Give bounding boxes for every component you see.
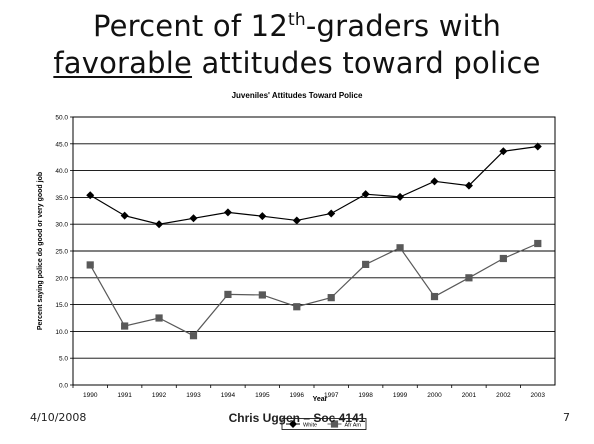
y-tick-label: 40.0 [55,168,68,175]
x-tick-label: 2001 [462,392,477,399]
plot-area-frame [72,116,556,386]
x-tick-label: 1992 [152,392,167,399]
data-point [86,191,95,200]
y-tick-label: 35.0 [55,195,68,202]
data-point [396,192,405,201]
data-point [465,274,473,282]
legend-label: Afr Am [345,423,362,429]
x-tick-label: 1993 [186,392,201,399]
data-point [86,261,94,269]
legend-item: Afr Am [327,420,362,429]
grid-lines [70,116,555,388]
data-point [155,220,164,229]
y-tick-label: 10.0 [55,329,68,336]
data-point [327,294,335,302]
slide-title-line-1: Percent of 12th-graders with [0,12,594,41]
title-text-rest: attitudes toward police [192,46,541,80]
data-point [258,212,267,221]
data-point [464,181,473,190]
legend-marker [330,420,339,428]
data-point [327,209,336,218]
x-tick-label: 1999 [393,392,408,399]
data-point [499,147,508,156]
data-point [499,254,507,263]
title-underlined-word: favorable [53,46,193,80]
data-point [362,260,370,268]
series-white [86,142,542,229]
x-tick-label: 1991 [117,392,132,399]
data-point [292,216,301,225]
data-point [293,303,301,311]
x-tick-label: 1990 [83,392,98,399]
title-superscript: th [287,10,306,30]
y-tick-labels: 0.0 5.0 10.0 15.0 20.0 25.0 30.0 35.0 40.0 45.0 50… [55,115,68,390]
chart-title: Juveniles' Attitudes Toward Police [232,91,363,100]
x-tick-label: 2000 [427,392,442,399]
legend: White Afr Am [281,418,367,430]
series-line [89,242,539,337]
y-tick-label: 30.0 [55,222,68,229]
x-tick-label: 1998 [358,392,373,399]
x-tick-label: 2002 [496,392,511,399]
data-point [189,332,198,340]
slide-title-line-2: favorable attitudes toward police [0,49,594,78]
y-tick-label: 5.0 [59,356,68,363]
page-number: 7 [563,411,570,424]
x-tick-labels: 1990 1991 1992 1993 1994 1995 1996 1997 1998 1999… [83,392,545,399]
data-point [396,244,404,252]
data-point [224,290,232,299]
y-axis-label: Percent saying police do good or very go… [37,172,44,330]
data-point [189,214,198,223]
x-axis-label: Year [313,396,328,403]
x-tick-label: 1995 [255,392,270,399]
series-line [89,145,538,225]
x-tick-label: 1994 [221,392,236,399]
data-point [534,239,542,248]
y-tick-label: 20.0 [55,275,68,282]
title-text-post: -graders with [305,9,502,43]
legend-item: White [286,420,317,429]
y-tick-label: 50.0 [55,115,68,122]
series-group [86,142,542,340]
legend-label: White [303,423,317,429]
data-point [121,322,129,330]
y-tick-label: 25.0 [55,249,68,256]
footer-course: Chris Uggen – Soc 4141 [228,411,366,425]
y-tick-label: 15.0 [55,302,68,309]
x-tick-label: 2003 [531,392,546,399]
data-point [430,177,439,186]
x-tick-label: 1996 [290,392,305,399]
data-point [258,291,266,299]
data-point [223,208,232,217]
data-point [120,211,129,220]
footer-date: 4/10/2008 [30,411,87,424]
data-point [533,142,542,151]
x-tick-label: 1997 [324,392,339,399]
y-tick-label: 0.0 [59,383,68,390]
data-point [430,292,439,301]
title-text-pre: Percent of 12 [92,9,288,43]
legend-box [281,418,367,430]
legend-marker [289,420,297,428]
y-tick-label: 45.0 [55,141,68,148]
data-point [155,314,163,322]
data-point [361,190,370,199]
series-afr-am [86,239,542,340]
